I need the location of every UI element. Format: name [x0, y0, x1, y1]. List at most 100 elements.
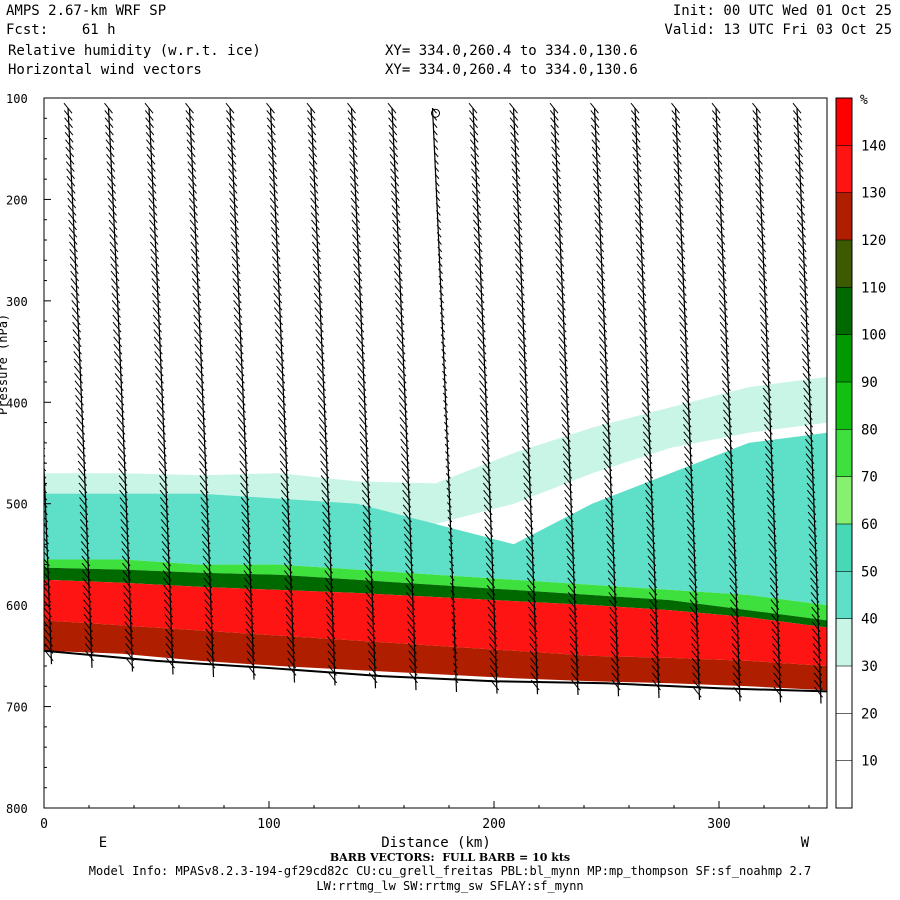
barb-feather	[800, 321, 806, 328]
barb-feather	[551, 153, 557, 160]
barb-feather	[551, 146, 557, 153]
barb-feather	[307, 117, 312, 124]
barb-feather	[312, 256, 318, 262]
barb-feather	[401, 460, 406, 467]
barb-feather	[768, 548, 774, 554]
barb-feather	[266, 117, 272, 124]
barb-shaft	[477, 246, 483, 253]
barb-feather	[44, 600, 48, 606]
barb-feather	[64, 117, 69, 124]
barb-feather	[105, 132, 111, 138]
barb-feather	[478, 365, 484, 372]
barb-feather	[563, 482, 569, 489]
barb-feather	[732, 672, 738, 679]
barb-feather	[347, 110, 353, 116]
barb-feather	[65, 139, 70, 145]
barb-feather	[189, 205, 194, 211]
barb-column-line	[715, 108, 741, 702]
barb-feather	[188, 190, 194, 197]
barb-feather	[597, 300, 603, 306]
barb-feather	[81, 570, 87, 576]
barb-feather	[753, 139, 759, 145]
barb-column	[671, 102, 702, 700]
barb-feather	[30, 264, 34, 269]
barb-feather	[761, 358, 767, 365]
barb-feather	[352, 241, 358, 248]
barb-feather	[272, 263, 278, 270]
barb-feather	[813, 657, 818, 664]
barb-feather	[156, 416, 162, 423]
barb-feather	[770, 599, 776, 606]
barb-feather	[74, 373, 80, 379]
barb-feather	[806, 489, 812, 496]
barb-feather	[111, 292, 117, 299]
barb-feather	[116, 424, 122, 430]
barb-feather	[394, 292, 400, 299]
barb-feather	[764, 438, 770, 445]
barb-feather	[124, 621, 130, 627]
barb-shaft	[44, 475, 47, 479]
barb-feather	[317, 387, 323, 394]
barb-feather	[801, 336, 807, 343]
barb-feather	[520, 402, 526, 408]
barb-feather	[715, 219, 721, 226]
barb-feather	[364, 570, 370, 576]
barb-feather	[487, 614, 493, 620]
barb-feather	[365, 592, 371, 598]
barb-feather	[560, 402, 566, 408]
barb-feather	[515, 285, 521, 292]
barb-feather	[239, 475, 245, 481]
barb-feather	[152, 314, 158, 321]
barb-feather	[755, 183, 760, 189]
barb-feather	[125, 643, 130, 649]
barb-feather	[804, 416, 809, 423]
barb-feather	[685, 489, 691, 496]
barb-feather	[552, 175, 558, 182]
barb-feather	[596, 278, 602, 284]
barb-feather	[316, 365, 322, 372]
barb-shaft	[108, 107, 113, 114]
barb-feather	[608, 584, 613, 591]
y-tick-label: 100	[6, 92, 28, 106]
barb-feather	[720, 329, 725, 335]
barb-feather	[512, 197, 518, 204]
barb-feather	[38, 461, 42, 466]
barb-feather	[639, 351, 645, 357]
barb-feather	[488, 621, 493, 627]
barb-feather	[26, 154, 30, 159]
barb-feather	[117, 446, 123, 452]
barb-feather	[196, 402, 202, 408]
barb-feather	[484, 533, 490, 540]
barb-feather	[287, 665, 293, 671]
barb-feather	[732, 657, 737, 664]
barb-feather	[633, 168, 638, 175]
barb-feather	[732, 665, 738, 671]
barb-feather	[233, 300, 238, 306]
barb-feather	[730, 606, 736, 613]
barb-feather	[314, 314, 320, 321]
barb-feather	[802, 380, 808, 386]
barb-feather	[75, 402, 81, 408]
barb-feather	[604, 475, 609, 481]
barb-feather	[562, 438, 567, 445]
barb-feather	[762, 373, 767, 379]
barb-feather	[651, 672, 657, 679]
barb-feather	[146, 161, 152, 167]
barb-feather	[44, 650, 50, 657]
barb-feather	[201, 533, 207, 540]
barb-feather	[201, 519, 206, 525]
barb-feather	[349, 161, 355, 167]
barb-feather	[689, 606, 695, 613]
barb-feather	[570, 665, 576, 671]
barb-feather	[408, 657, 414, 664]
barb-feather	[397, 358, 403, 365]
barb-feather	[112, 307, 117, 313]
barb-shaft	[518, 253, 524, 260]
barb-feather	[121, 548, 127, 554]
barb-feather	[800, 314, 806, 321]
colorbar-label: 40	[861, 612, 878, 628]
barb-feather	[397, 365, 403, 372]
barb-feather	[149, 219, 154, 226]
barb-feather	[113, 336, 119, 343]
